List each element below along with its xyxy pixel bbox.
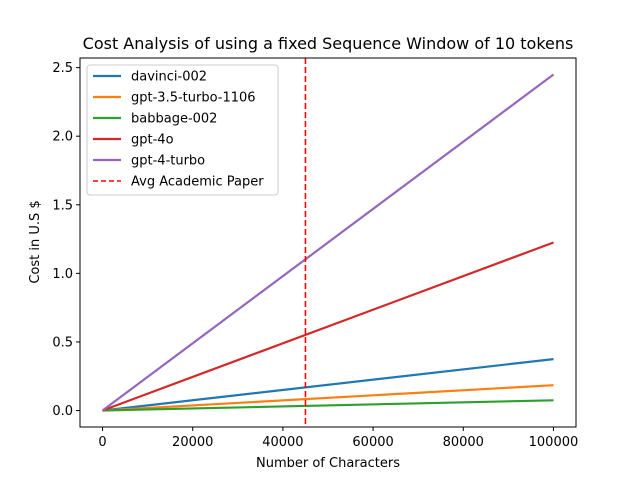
y-tick-label: 2.0 [52,130,73,145]
y-tick-label: 2.5 [52,61,73,76]
chart-title: Cost Analysis of using a fixed Sequence … [83,34,574,53]
series-line-4 [101,73,555,412]
y-tick-label: 1.0 [52,267,73,282]
y-axis: 0.0 0.5 1.0 1.5 2.0 2.5 [52,61,80,419]
legend-label: babbage-002 [131,112,217,127]
y-tick-label: 1.5 [52,198,73,213]
legend: davinci-002 gpt-3.5-turbo-1106 babbage-002… [86,64,279,196]
y-tick-label: 0.5 [52,335,73,350]
y-axis-label: Cost in U.S $ [28,200,43,283]
legend-box [86,64,279,196]
legend-label: Avg Academic Paper [131,175,264,190]
series-line-3 [102,241,554,412]
series-line-2 [102,399,554,412]
x-axis: 0 20000 40000 60000 80000 100000 [98,427,578,450]
x-tick-label: 40000 [262,435,303,450]
x-tick-label: 20000 [172,435,213,450]
plot-area [101,58,555,427]
x-tick-label: 100000 [529,435,579,450]
series-line-0 [102,358,554,412]
legend-label: davinci-002 [131,70,207,85]
y-tick-label: 0.0 [52,404,73,419]
series-line-1 [102,384,554,412]
plot-frame [79,57,577,428]
legend-label: gpt-4o [131,133,174,148]
legend-label: gpt-4-turbo [131,154,205,169]
x-tick-label: 60000 [352,435,393,450]
x-axis-label: Number of Characters [256,456,400,471]
legend-label: gpt-3.5-turbo-1106 [131,91,256,106]
x-tick-label: 0 [98,435,106,450]
x-tick-label: 80000 [443,435,484,450]
